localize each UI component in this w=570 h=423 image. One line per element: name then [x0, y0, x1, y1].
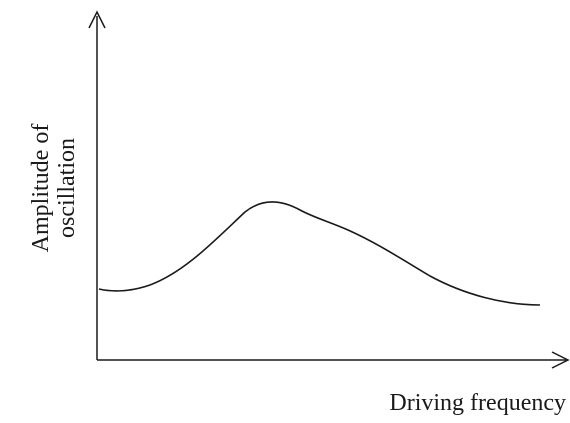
amplitude-curve — [98, 201, 541, 306]
x-axis-arrowhead-icon — [551, 351, 570, 369]
x-axis-label: Driving frequency — [389, 390, 566, 416]
y-axis-arrowhead-icon — [88, 10, 106, 29]
y-axis-label-line2: oscillation — [54, 138, 80, 238]
y-axis-label-group: Amplitude of oscillation — [28, 124, 80, 253]
y-axis-label-line1: Amplitude of — [28, 124, 54, 253]
